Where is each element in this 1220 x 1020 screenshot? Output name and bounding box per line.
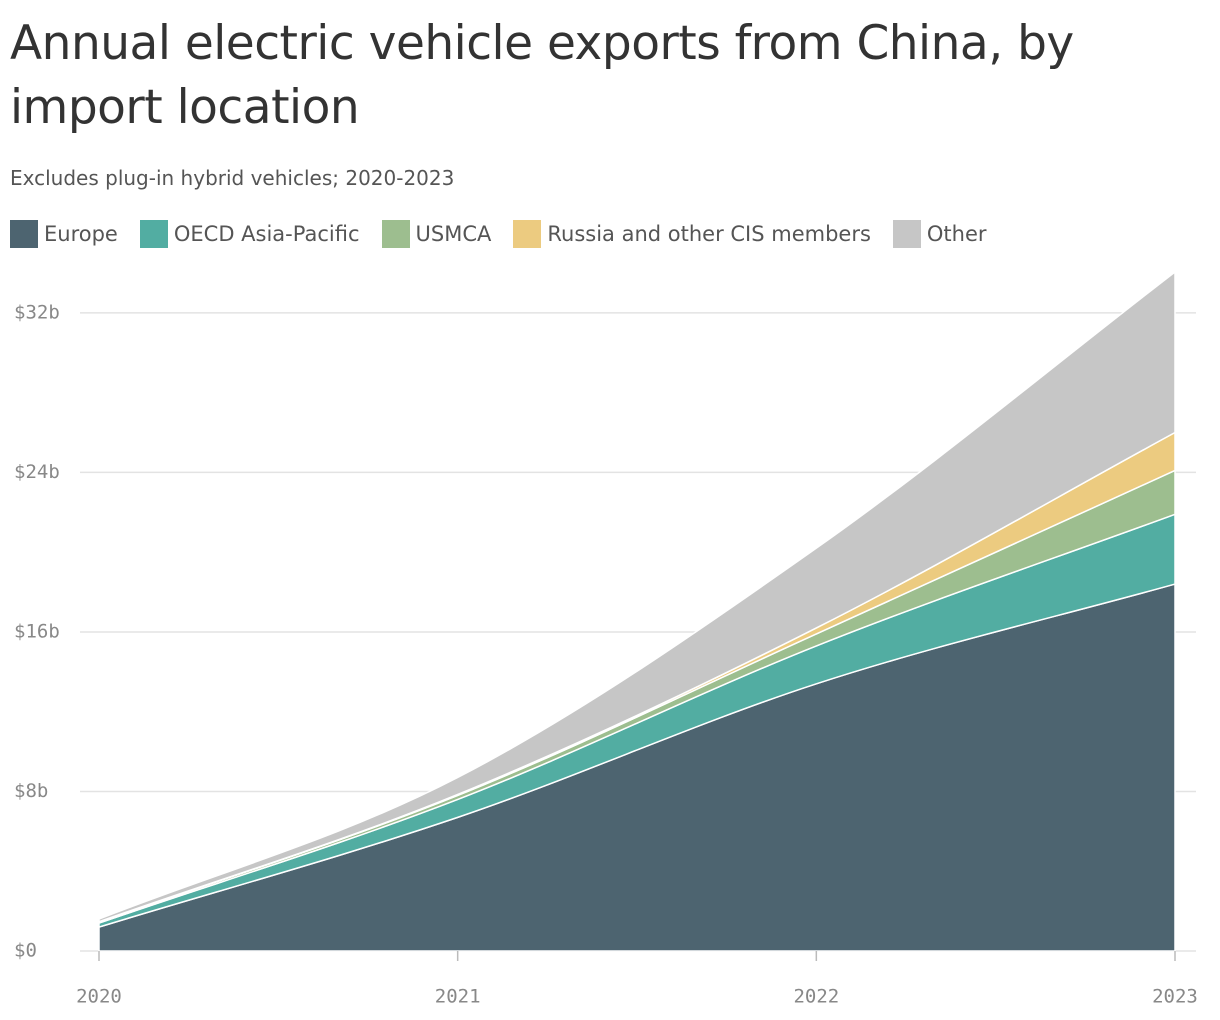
legend-swatch	[892, 220, 921, 248]
chart-title: Annual electric vehicle exports from Chi…	[10, 16, 1074, 135]
areas	[98, 270, 1176, 952]
legend-label: Europe	[44, 222, 118, 246]
legend-item: OECD Asia-Pacific	[139, 220, 360, 248]
area	[98, 583, 1176, 952]
x-tick-label: 2021	[435, 986, 481, 1008]
x-tick-label: 2022	[793, 986, 839, 1008]
legend-swatch	[10, 220, 38, 248]
legend-swatch	[139, 220, 168, 248]
legend-item: Russia and other CIS members	[513, 220, 871, 248]
legend-swatch	[381, 220, 410, 248]
legend: Europe OECD Asia-Pacific USMCA Russia and o…	[10, 220, 987, 248]
area	[98, 270, 1176, 923]
y-tick-label: $24b	[14, 461, 60, 483]
y-tick-label: $16b	[14, 620, 60, 642]
x-tick-label: 2023	[1152, 986, 1198, 1008]
x-tick-label: 2020	[76, 986, 122, 1008]
y-tick-label: $8b	[14, 780, 48, 802]
chart-subtitle: Excludes plug-in hybrid vehicles; 2020-2…	[10, 166, 455, 190]
legend-label: Russia and other CIS members	[547, 222, 871, 246]
legend-item: USMCA	[381, 220, 492, 248]
legend-item: Europe	[10, 220, 118, 248]
legend-label: USMCA	[415, 222, 492, 246]
legend-label: OECD Asia-Pacific	[173, 222, 360, 246]
legend-label: Other	[926, 222, 987, 246]
legend-item: Other	[892, 220, 987, 248]
y-tick-label: $32b	[14, 301, 60, 323]
y-tick-label: $0	[14, 940, 37, 962]
legend-swatch	[513, 220, 542, 248]
